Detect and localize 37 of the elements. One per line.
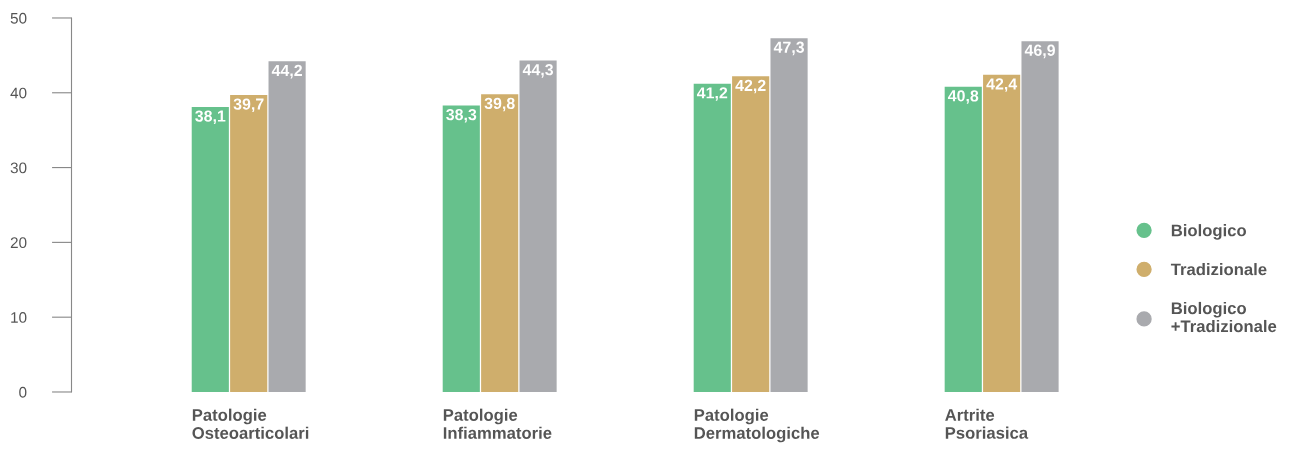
x-tick-label: Patologie Dermatologiche xyxy=(694,408,820,443)
bar xyxy=(1021,41,1059,392)
data-label: 47,3 xyxy=(773,41,805,56)
y-tick-label: 30 xyxy=(10,162,27,174)
data-label: 42,2 xyxy=(735,79,766,94)
bar xyxy=(230,95,268,392)
data-label: 46,9 xyxy=(1024,44,1055,59)
bar xyxy=(442,105,480,392)
y-tick-label: 20 xyxy=(10,237,27,249)
data-label: 38,3 xyxy=(446,108,477,123)
bar xyxy=(519,60,557,392)
x-tick-label: Artrite Psoriasica xyxy=(945,408,1029,439)
data-label: 39,7 xyxy=(233,98,264,113)
data-label: 42,4 xyxy=(986,78,1018,92)
data-label: 38,1 xyxy=(195,110,226,125)
y-tick-label: 10 xyxy=(11,312,27,323)
data-label: 41,2 xyxy=(696,87,728,101)
legend-label: Tradizionale xyxy=(1170,263,1267,276)
bar xyxy=(732,76,770,392)
data-label: 44,2 xyxy=(271,64,302,79)
data-label: 39,8 xyxy=(484,97,515,112)
bar xyxy=(944,86,982,392)
x-tick-label: Patologie Infiammatorie xyxy=(443,408,552,439)
y-tick-label: 50 xyxy=(10,12,27,24)
bar xyxy=(983,74,1021,392)
bar xyxy=(191,106,229,392)
bar xyxy=(693,83,731,392)
legend-label: Biologico +Tradizionale xyxy=(1171,301,1277,333)
x-tick-label: Patologie Osteoarticolari xyxy=(192,408,309,439)
y-tick-label: 40 xyxy=(10,87,27,99)
bar xyxy=(481,94,519,392)
data-label: 40,8 xyxy=(947,90,979,104)
data-label: 44,3 xyxy=(522,64,554,78)
legend-label: Biologico xyxy=(1171,224,1247,240)
bar xyxy=(268,61,306,392)
bar xyxy=(770,38,808,392)
y-tick-label: 0 xyxy=(19,386,27,398)
